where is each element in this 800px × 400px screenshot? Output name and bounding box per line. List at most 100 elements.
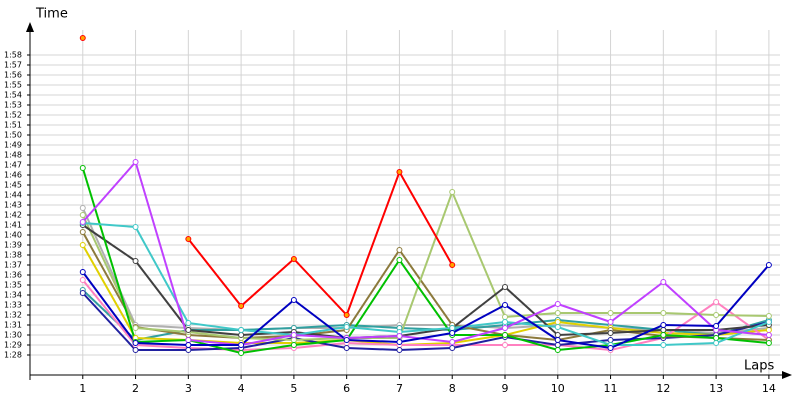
data-point [607,310,614,316]
y-tick-label: 1:29 [4,341,22,350]
data-point [660,279,667,285]
data-point [449,262,456,268]
data-point [185,236,192,242]
y-axis-arrow [26,22,34,32]
x-tick-label: 4 [238,382,245,395]
data-point [343,324,350,330]
data-point [343,345,350,351]
data-point [185,347,192,353]
data-point [554,324,561,330]
y-tick-label: 1:33 [4,301,22,310]
y-tick-label: 1:46 [4,171,22,180]
data-point [660,310,667,316]
series-line [187,169,454,317]
x-tick-label: 12 [656,382,670,395]
data-point [396,333,403,339]
y-tick-label: 1:56 [4,71,22,80]
data-point [132,347,139,353]
data-point [554,337,561,343]
x-tick-label: 13 [709,382,723,395]
data-point [79,35,86,41]
data-point [607,330,614,336]
y-tick-label: 1:54 [4,91,22,100]
data-point [765,319,772,325]
data-point [554,347,561,353]
data-point [79,219,86,225]
x-tick-label: 7 [396,382,403,395]
data-point [554,342,561,348]
data-point [449,339,456,345]
y-tick-label: 1:58 [4,51,22,60]
y-tick-label: 1:40 [4,231,22,240]
data-point [290,256,297,262]
data-point [713,312,720,318]
data-point [185,342,192,348]
series-line [82,159,769,347]
x-tick-label: 5 [290,382,297,395]
data-point [554,319,561,325]
data-point [185,337,192,343]
data-point [185,320,192,326]
x-axis-arrow [782,371,792,379]
data-point [660,327,667,333]
data-point [765,262,772,268]
data-point [554,310,561,316]
data-point [185,327,192,333]
data-point [132,159,139,165]
data-point [713,323,720,329]
data-point [132,325,139,331]
data-point [343,312,350,318]
data-point [449,189,456,195]
y-tick-label: 1:47 [4,161,22,170]
data-point [502,342,508,348]
data-point [713,299,720,305]
data-point [502,284,508,290]
y-tick-label: 1:28 [4,351,22,360]
y-axis-label: Time [35,7,68,22]
y-tick-label: 1:32 [4,311,22,320]
data-point [79,165,86,171]
y-tick-label: 1:51 [4,121,22,130]
data-point [502,332,508,338]
y-tick-label: 1:35 [4,281,22,290]
data-point [765,313,772,319]
x-tick-label: 1 [79,382,86,395]
series-line [81,264,770,350]
data-point [396,247,403,253]
series-line [82,292,770,352]
y-tick-label: 1:49 [4,141,22,150]
y-tick-label: 1:55 [4,81,22,90]
y-tick-label: 1:44 [4,191,22,200]
data-point [660,342,667,348]
y-tick-label: 1:36 [4,271,22,280]
data-point [554,332,561,338]
x-tick-label: 3 [185,382,192,395]
data-point [396,169,403,175]
data-point [607,345,614,351]
data-point [449,345,456,351]
y-tick-label: 1:45 [4,181,22,190]
data-point [238,303,245,309]
data-point [238,327,245,333]
data-point [660,332,667,338]
data-point [607,319,614,325]
data-point [290,297,297,303]
y-tick-label: 1:34 [4,291,22,300]
data-point [79,269,86,275]
x-tick-label: 10 [551,382,565,395]
data-point [132,258,139,264]
data-point [396,339,403,345]
series-line [82,279,770,352]
data-point [502,314,508,320]
x-tick-label: 6 [343,382,350,395]
data-point [660,322,667,328]
data-point [449,325,456,331]
data-point [290,342,297,348]
series-line [81,167,769,355]
y-tick-label: 1:30 [4,331,22,340]
data-point [607,337,614,343]
data-point [79,229,86,235]
y-tick-label: 1:50 [4,131,22,140]
y-tick-label: 1:53 [4,101,22,110]
y-tick-label: 1:31 [4,321,22,330]
